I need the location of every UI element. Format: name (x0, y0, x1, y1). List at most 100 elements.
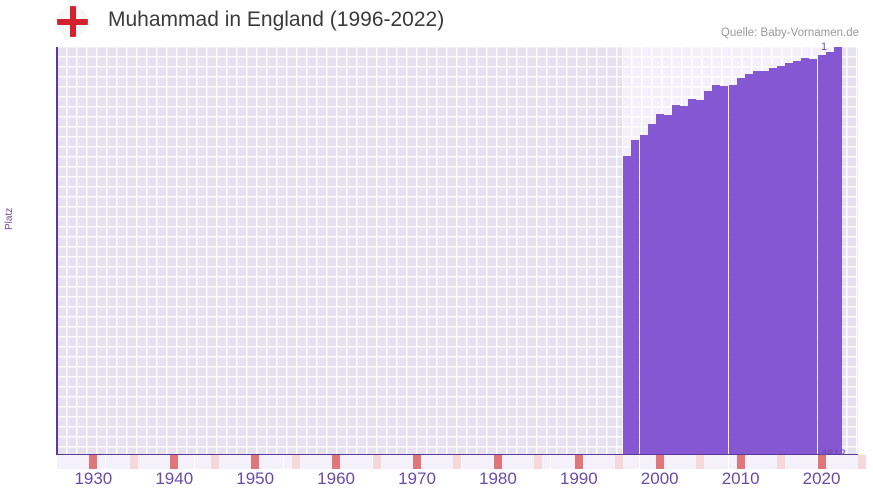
bar-2021[interactable] (825, 52, 834, 454)
x-tick-2021 (825, 455, 834, 469)
x-tick-2018 (801, 455, 810, 469)
x-tick-1927 (65, 455, 74, 469)
x-tick-2023 (841, 455, 850, 469)
x-tick-1943 (194, 455, 203, 469)
bar-2016[interactable] (785, 63, 794, 454)
x-axis-labels: 1930 1940 1950 1960 1970 1980 1990 2000 2010 2020 (0, 469, 873, 497)
x-tick-1926 (57, 455, 65, 469)
x-tick-1974 (445, 455, 454, 469)
x-tick-1949 (243, 455, 252, 469)
x-tick-2007 (712, 455, 721, 469)
x-tick-1975 (453, 455, 462, 469)
x-tick-2024 (849, 455, 858, 469)
x-tick-1969 (404, 455, 413, 469)
bar-2003[interactable] (680, 106, 688, 454)
y-axis-line (56, 47, 58, 454)
x-axis-label-1940: 1940 (155, 469, 194, 488)
x-tick-2008 (720, 455, 729, 469)
x-tick-2010 (736, 455, 745, 469)
bar-2006[interactable] (704, 90, 713, 454)
bar-2004[interactable] (688, 99, 697, 454)
x-tick-1991 (582, 455, 591, 469)
x-tick-1935 (129, 455, 138, 469)
x-tick-1993 (599, 455, 608, 469)
bar-2007[interactable] (712, 85, 721, 454)
bar-2011[interactable] (744, 74, 753, 454)
x-tick-1967 (388, 455, 397, 469)
x-tick-1985 (534, 455, 543, 469)
x-tick-1976 (461, 455, 470, 469)
x-tick-2004 (688, 455, 697, 469)
x-tick-1939 (162, 455, 171, 469)
x-tick-1941 (178, 455, 187, 469)
x-tick-2012 (752, 455, 761, 469)
x-tick-1932 (105, 455, 114, 469)
bar-2010[interactable] (736, 78, 745, 454)
x-tick-1961 (340, 455, 349, 469)
x-tick-1940 (170, 455, 179, 469)
bar-1998[interactable] (639, 134, 648, 454)
x-tick-1970 (413, 455, 421, 469)
x-tick-1988 (558, 455, 567, 469)
x-axis-ticks (57, 455, 866, 469)
x-tick-1978 (477, 455, 486, 469)
bar-2020[interactable] (817, 55, 826, 454)
bar-2018[interactable] (801, 57, 810, 454)
x-tick-1980 (493, 455, 502, 469)
x-tick-1995 (615, 455, 624, 469)
bar-2001[interactable] (663, 114, 672, 454)
x-tick-1937 (146, 455, 154, 469)
bar-2014[interactable] (769, 68, 777, 454)
bar-2013[interactable] (760, 70, 769, 454)
bar-2019[interactable] (809, 58, 818, 454)
x-tick-1951 (259, 455, 268, 469)
bar-2015[interactable] (777, 66, 786, 454)
x-tick-1950 (251, 455, 260, 469)
x-tick-1981 (502, 455, 510, 469)
bar-2017[interactable] (793, 61, 802, 454)
bar-2022[interactable] (833, 47, 842, 454)
x-tick-1960 (332, 455, 341, 469)
bar-1997[interactable] (631, 139, 640, 454)
bar-2012[interactable] (752, 71, 761, 454)
x-tick-1990 (574, 455, 583, 469)
x-axis-label-1960: 1960 (317, 469, 355, 488)
x-axis-line (56, 453, 858, 455)
bar-2000[interactable] (655, 113, 664, 454)
x-axis-label-2000: 2000 (640, 469, 679, 488)
bar-2002[interactable] (671, 105, 680, 454)
x-tick-1930 (89, 455, 98, 469)
x-tick-2019 (809, 455, 818, 469)
x-tick-1954 (283, 455, 292, 469)
x-tick-1946 (218, 455, 227, 469)
x-tick-1959 (324, 455, 332, 469)
x-tick-1987 (550, 455, 559, 469)
x-tick-2022 (833, 455, 842, 469)
bar-1996[interactable] (623, 156, 632, 454)
bar-2005[interactable] (696, 100, 705, 454)
bar-1999[interactable] (647, 123, 656, 454)
x-tick-1963 (356, 455, 365, 469)
x-tick-1992 (591, 455, 599, 469)
bar-2009[interactable] (728, 85, 737, 454)
x-tick-2003 (680, 455, 688, 469)
bar-2008[interactable] (720, 85, 729, 454)
x-tick-2000 (655, 455, 664, 469)
x-tick-1965 (372, 455, 381, 469)
x-tick-1973 (437, 455, 446, 469)
x-axis-label-1970: 1970 (398, 469, 436, 488)
x-axis-label-2020: 2020 (802, 469, 841, 488)
x-tick-1986 (542, 455, 551, 469)
x-tick-1938 (154, 455, 163, 469)
x-tick-1966 (380, 455, 389, 469)
england-flag-icon (57, 6, 88, 37)
y-tick-label-top: 1 (821, 41, 828, 53)
x-tick-1928 (73, 455, 82, 469)
x-tick-2005 (696, 455, 705, 469)
x-tick-1947 (226, 455, 235, 469)
x-tick-1936 (137, 455, 146, 469)
x-tick-1983 (518, 455, 527, 469)
x-tick-1945 (210, 455, 219, 469)
x-tick-2011 (744, 455, 753, 469)
